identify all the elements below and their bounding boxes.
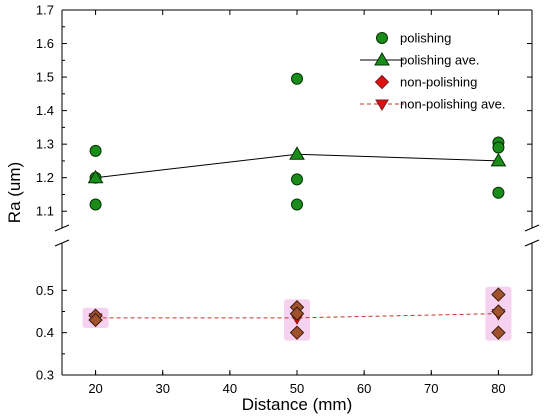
polishing-ave-point — [87, 169, 104, 184]
polishing-point — [492, 186, 505, 199]
non-polishing-point — [289, 325, 305, 340]
x-tick-label: 80 — [491, 381, 505, 396]
y-tick-label: 0.5 — [36, 283, 54, 298]
legend-polishing-marker — [376, 32, 388, 44]
x-tick-label: 20 — [88, 381, 102, 396]
y-tick-label: 0.3 — [36, 368, 54, 383]
axis-break-mark-right-1 — [524, 224, 540, 232]
legend-polishing-ave-marker — [374, 52, 390, 66]
x-tick-label: 30 — [155, 381, 169, 396]
series-layer — [87, 72, 507, 340]
polishing-point — [291, 173, 303, 186]
y-tick-label: 1.7 — [36, 3, 54, 18]
polishing-point — [89, 144, 102, 157]
non-polishing-point — [491, 325, 506, 340]
polishing-point — [89, 198, 102, 211]
legend-label: non-polishing — [400, 75, 477, 90]
legend-non-polishing-ave-marker — [375, 99, 389, 111]
x-tick-label: 60 — [357, 381, 371, 396]
y-tick-label: 0.4 — [36, 325, 54, 340]
y-tick-label: 1.2 — [36, 170, 54, 185]
polishing-ave-point — [490, 152, 507, 167]
y-tick-label: 1.5 — [36, 70, 54, 85]
y-tick-label: 1.3 — [36, 137, 54, 152]
x-tick-label: 50 — [290, 381, 304, 396]
x-tick-label: 70 — [424, 381, 438, 396]
non-polishing-point — [491, 304, 506, 319]
y-tick-label: 1.1 — [36, 204, 54, 219]
y-axis-title: Ra (um) — [5, 162, 24, 223]
x-tick-label: 40 — [223, 381, 237, 396]
legend-label: non-polishing ave. — [400, 97, 506, 112]
ticks-layer: 20 30 40 50 60 70 80 0.3 0.4 0.5 1.1 1.2 1.3 1.4 1.5 1.… — [36, 3, 532, 396]
polishing-point — [291, 198, 303, 211]
polishing-point — [291, 72, 303, 85]
non-polishing-point — [491, 287, 506, 302]
polishing-point — [492, 141, 505, 154]
legend-label: polishing — [400, 31, 451, 46]
non-polishing-point — [289, 306, 305, 321]
polishing-ave-point — [289, 146, 305, 160]
axis-break-mark-left-2 — [54, 239, 70, 247]
axis-break-mark-right-2 — [524, 239, 540, 247]
y-tick-label: 1.4 — [36, 103, 54, 118]
non-polishing-point — [88, 312, 103, 328]
x-axis-title: Distance (mm) — [242, 395, 353, 414]
legend: polishing polishing ave. non-polishing non-… — [360, 31, 506, 112]
y-tick-label: 1.6 — [36, 36, 54, 51]
legend-label: polishing ave. — [400, 53, 480, 68]
legend-non-polishing-marker — [374, 74, 390, 90]
axis-break-mark-left-1 — [54, 224, 70, 232]
